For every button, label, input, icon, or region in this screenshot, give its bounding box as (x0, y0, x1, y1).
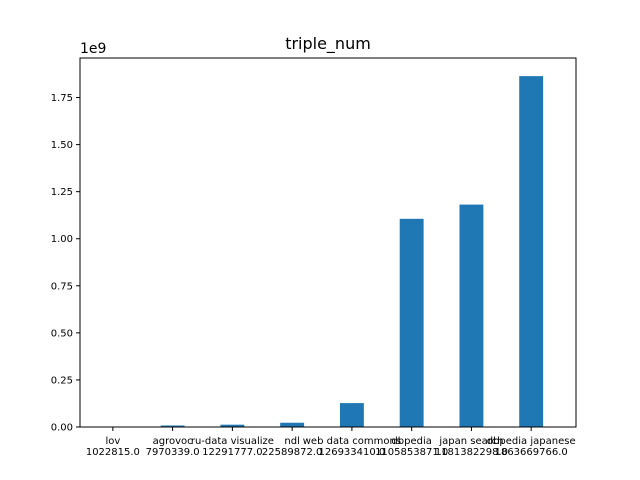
chart-title: triple_num (285, 34, 371, 54)
x-tick-label-0: lov 1022815.0 (86, 436, 140, 458)
y-tick-label-5: 1.25 (51, 187, 73, 198)
bar-4 (339, 403, 364, 427)
bar-2 (220, 424, 245, 427)
x-axis-ticks: lov 1022815.0 agrovoc 7970339.0ru-data visu… (86, 427, 576, 458)
bar-7 (519, 76, 544, 427)
bars-group (100, 76, 544, 427)
y-tick-label-0: 0.00 (51, 423, 73, 434)
x-tick-label-5: dbpedia 1105853871.0 (375, 436, 448, 458)
bar-5 (399, 218, 424, 427)
bar-6 (459, 204, 484, 427)
y-tick-label-3: 0.75 (51, 281, 73, 292)
y-axis-ticks: 0.00 0.25 0.50 0.75 1.00 1.25 1.50 1.75 (51, 93, 80, 434)
x-tick-label-1: agrovoc 7970339.0 (146, 436, 200, 458)
x-tick-label-4: web data commons 126933410.0 (303, 436, 401, 458)
y-tick-label-7: 1.75 (51, 93, 73, 104)
x-tick-label-7: dbpedia japanese 1863669766.0 (487, 436, 576, 458)
y-tick-label-6: 1.50 (51, 140, 73, 151)
y-tick-label-1: 0.25 (51, 375, 73, 386)
y-axis-offset-label: 1e9 (80, 41, 106, 57)
bar-1 (160, 425, 185, 427)
y-tick-label-4: 1.00 (51, 234, 73, 245)
x-tick-label-2: ru-data visualize 12291777.0 (191, 436, 274, 458)
plot-area-frame (79, 57, 577, 428)
y-tick-label-2: 0.50 (51, 328, 73, 339)
bar-3 (280, 422, 305, 427)
x-tick-label-6: japan search 1181382298.0 (435, 436, 508, 458)
x-tick-label-3: ndl 22589872.0 (262, 436, 322, 458)
